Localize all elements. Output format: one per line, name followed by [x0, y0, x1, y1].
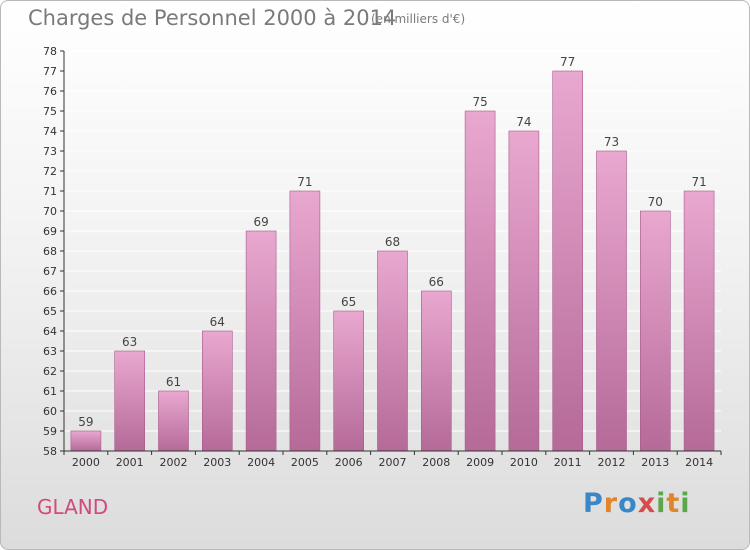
y-tick-label: 58	[43, 445, 57, 458]
x-tick-label: 2012	[598, 456, 626, 469]
x-tick-label: 2011	[554, 456, 582, 469]
x-tick-label: 2014	[685, 456, 713, 469]
y-tick-label: 70	[43, 205, 57, 218]
y-tick-label: 73	[43, 145, 57, 158]
bar-value-label: 71	[297, 175, 312, 189]
bar-value-label: 64	[210, 315, 225, 329]
bar	[683, 190, 715, 452]
bar	[420, 290, 452, 452]
logo-letter: t	[666, 488, 681, 519]
bar	[508, 130, 540, 452]
x-tick-label: 2002	[160, 456, 188, 469]
bar	[377, 250, 408, 452]
y-tick-label: 76	[43, 85, 57, 98]
bar-value-label: 75	[472, 95, 487, 109]
y-tick-label: 62	[43, 365, 57, 378]
place-name: GLAND	[37, 495, 109, 519]
bar	[333, 310, 365, 452]
y-tick-label: 67	[43, 265, 57, 278]
bar-value-label: 70	[648, 195, 663, 209]
y-tick-label: 60	[43, 405, 57, 418]
logo-letter: r	[603, 488, 619, 519]
y-tick-label: 69	[43, 225, 57, 238]
chart-title: Charges de Personnel 2000 à 2014	[28, 6, 397, 30]
logo-letter: P	[583, 488, 604, 519]
bar	[70, 430, 102, 452]
y-tick-label: 64	[43, 325, 57, 338]
bar	[245, 230, 277, 452]
bar	[596, 150, 627, 452]
axes	[60, 50, 722, 455]
bar-value-label: 71	[691, 175, 706, 189]
y-tick-label: 75	[43, 105, 57, 118]
y-tick-label: 72	[43, 165, 57, 178]
bar-value-label: 63	[122, 335, 137, 349]
bar	[639, 210, 671, 452]
bar	[289, 190, 321, 452]
y-tick-label: 63	[43, 345, 57, 358]
bar	[202, 330, 233, 452]
bar	[464, 110, 496, 452]
bar-value-label: 77	[560, 55, 575, 69]
x-tick-label: 2008	[422, 456, 450, 469]
logo-letter: o	[618, 488, 638, 519]
y-tick-label: 68	[43, 245, 57, 258]
y-tick-label: 66	[43, 285, 57, 298]
bar	[158, 390, 189, 452]
x-tick-label: 2006	[335, 456, 363, 469]
chart-subtitle: (en milliers d'€)	[371, 12, 466, 26]
x-tick-label: 2005	[291, 456, 319, 469]
x-tick-label: 2010	[510, 456, 538, 469]
bar-value-label: 73	[604, 135, 619, 149]
x-tick-label: 2009	[466, 456, 494, 469]
x-tick-label: 2000	[72, 456, 100, 469]
x-tick-label: 2003	[203, 456, 231, 469]
bar	[114, 350, 145, 452]
bar-value-label: 59	[78, 415, 93, 429]
bars	[70, 70, 715, 452]
y-tick-label: 65	[43, 305, 57, 318]
bar	[552, 70, 584, 452]
y-tick-label: 61	[43, 385, 57, 398]
logo-letter: i	[656, 488, 667, 519]
x-tick-label: 2001	[116, 456, 144, 469]
bar-value-label: 74	[516, 115, 531, 129]
bar-value-label: 61	[166, 375, 181, 389]
bar-value-label: 65	[341, 295, 356, 309]
x-tick-label: 2013	[641, 456, 669, 469]
y-tick-label: 78	[43, 45, 57, 58]
proxiti-logo[interactable]: Proxiti	[583, 488, 691, 519]
y-tick-label: 71	[43, 185, 57, 198]
logo-letter: i	[680, 488, 691, 519]
labels: 58 59 60 61 62 63 64 65 66 67 68 69 70 71 72 73 74 75 76 77…	[43, 45, 713, 469]
bar-value-label: 66	[429, 275, 444, 289]
bar-value-label: 69	[253, 215, 268, 229]
logo-letter: x	[637, 488, 657, 519]
y-tick-label: 59	[43, 425, 57, 438]
y-tick-label: 77	[43, 65, 57, 78]
x-tick-label: 2007	[379, 456, 407, 469]
bar-value-label: 68	[385, 235, 400, 249]
x-tick-label: 2004	[247, 456, 275, 469]
y-tick-label: 74	[43, 125, 57, 138]
